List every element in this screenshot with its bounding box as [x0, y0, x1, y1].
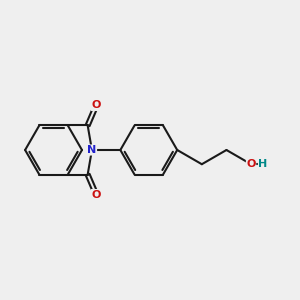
Text: H: H: [258, 159, 268, 169]
Text: O: O: [92, 190, 101, 200]
Text: N: N: [87, 145, 97, 155]
Text: O: O: [92, 100, 101, 110]
Text: O: O: [246, 159, 256, 169]
